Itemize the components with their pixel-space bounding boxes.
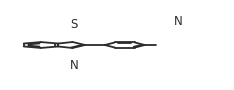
Text: N: N: [70, 59, 79, 72]
Text: S: S: [71, 18, 78, 31]
Text: N: N: [173, 15, 182, 28]
